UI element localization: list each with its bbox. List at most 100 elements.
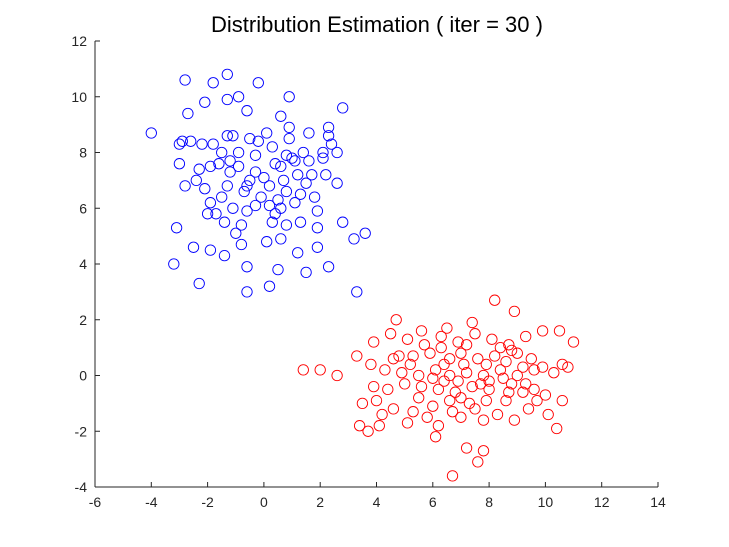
data-point (227, 202, 239, 214)
y-tick-label: -2 (75, 423, 88, 439)
data-point (446, 406, 459, 418)
data-point (511, 369, 523, 382)
data-point (556, 394, 568, 407)
data-point (244, 174, 256, 187)
data-point (261, 236, 273, 248)
data-point (275, 110, 287, 122)
series-2 (297, 294, 580, 482)
data-point (528, 364, 540, 376)
y-tick-label: 0 (79, 368, 87, 384)
data-point (351, 350, 363, 362)
data-point (418, 339, 431, 351)
data-point (466, 316, 478, 329)
data-point (193, 277, 205, 290)
data-point (427, 372, 439, 384)
data-point (520, 378, 532, 390)
data-point (539, 389, 552, 401)
data-point (508, 414, 521, 426)
data-point (551, 422, 563, 435)
data-point (396, 367, 408, 379)
data-point (536, 361, 549, 373)
data-point (258, 171, 270, 184)
data-point (331, 369, 343, 382)
data-point (337, 216, 349, 228)
series-1 (145, 68, 371, 298)
data-point (249, 199, 262, 212)
data-point (517, 386, 529, 398)
data-point (199, 96, 211, 108)
x-tick-label: -2 (201, 494, 214, 510)
data-point (511, 347, 523, 359)
data-point (325, 138, 338, 150)
data-point (407, 406, 419, 418)
data-point (542, 408, 554, 421)
data-point (322, 121, 335, 134)
data-point (384, 328, 397, 340)
data-point (491, 408, 504, 421)
data-point (379, 364, 391, 376)
data-point (452, 375, 464, 387)
data-point (562, 361, 574, 373)
data-point (269, 158, 281, 170)
data-point (286, 152, 298, 164)
x-tick-label: 2 (316, 494, 324, 510)
y-tick-label: 2 (79, 312, 87, 328)
x-tick-label: -4 (145, 494, 158, 510)
data-point (427, 400, 439, 412)
data-point (390, 314, 402, 326)
data-point (213, 158, 225, 170)
data-point (218, 216, 231, 228)
data-point (553, 325, 566, 337)
data-point (311, 241, 324, 253)
data-point (303, 127, 315, 139)
data-point (489, 294, 501, 306)
data-point (556, 358, 568, 371)
data-point (415, 380, 428, 393)
data-point (216, 191, 228, 203)
data-point (460, 367, 473, 379)
data-point (232, 160, 245, 173)
data-point (356, 397, 369, 410)
data-point (300, 266, 312, 279)
y-tick-label: -4 (75, 479, 88, 495)
data-point (368, 380, 380, 393)
data-point (232, 91, 245, 103)
data-point (190, 174, 202, 187)
x-tick-label: 14 (650, 494, 666, 510)
y-tick-label: 10 (71, 89, 87, 105)
data-point (275, 233, 287, 245)
data-point (435, 341, 447, 354)
data-point (289, 155, 301, 167)
x-tick-label: 6 (429, 494, 437, 510)
data-point (294, 216, 307, 228)
y-tick-label: 4 (79, 256, 87, 272)
data-point (458, 358, 470, 371)
data-point (477, 414, 490, 426)
data-point (407, 350, 419, 362)
data-point (404, 358, 416, 371)
data-point (415, 325, 428, 337)
data-point (483, 383, 495, 396)
data-point (429, 364, 442, 376)
data-point (393, 350, 405, 362)
data-point (241, 180, 253, 192)
x-tick-label: 0 (260, 494, 268, 510)
data-point (241, 286, 253, 298)
data-point (210, 208, 222, 220)
data-point (432, 383, 445, 396)
data-point (306, 169, 318, 181)
data-point (187, 241, 200, 253)
data-point (455, 392, 467, 404)
data-point (373, 420, 385, 432)
data-point (170, 222, 183, 234)
x-tick-label: 10 (538, 494, 554, 510)
data-point (475, 378, 487, 390)
data-point (280, 149, 293, 161)
data-point (337, 102, 349, 114)
data-point (179, 74, 191, 86)
x-tick-label: 12 (594, 494, 610, 510)
data-point (221, 68, 233, 81)
data-point (207, 77, 219, 89)
